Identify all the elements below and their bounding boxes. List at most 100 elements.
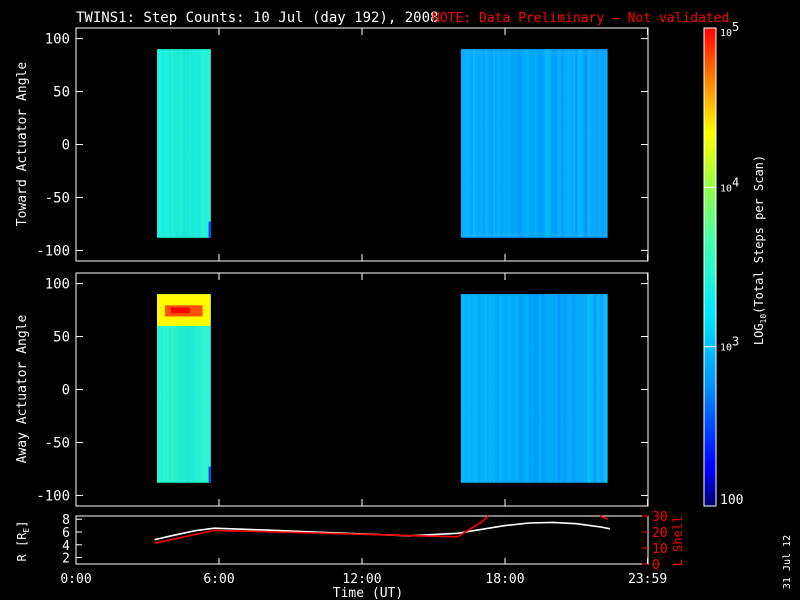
heatmap-row-shade xyxy=(460,419,608,431)
r-tick-label: 8 xyxy=(62,513,70,528)
r-series-line xyxy=(154,521,611,541)
x-tick-label: 12:00 xyxy=(342,572,381,587)
colorbar-tick-base: 10 xyxy=(720,343,732,354)
heatmap-row-shade xyxy=(157,461,211,473)
heatmap-row-shade xyxy=(460,174,608,186)
colorbar-tick-exp: 3 xyxy=(732,335,739,349)
heatmap-row-shade xyxy=(157,346,211,358)
time-axis-label: Time (UT) xyxy=(333,586,403,600)
colorbar-tick-exp: 5 xyxy=(732,20,739,34)
heatmap-row-shade xyxy=(460,357,608,368)
x-tick-label: 18:00 xyxy=(485,572,524,587)
colorbar-label-rest: (Total Steps per Scan) xyxy=(752,155,766,314)
plot-title: TWINS1: Step Counts: 10 Jul (day 192), 2… xyxy=(76,10,438,26)
lshell-tick-label: 0 xyxy=(652,558,660,573)
r-axis-label: R [RE] xyxy=(15,521,31,562)
heatmap-edge-mark xyxy=(208,466,211,483)
heatmap-row-shade xyxy=(157,325,211,337)
y-tick-label: -100 xyxy=(36,243,70,259)
heatmap-row-shade xyxy=(460,112,608,123)
heatmap-row-shade xyxy=(460,430,608,441)
y-tick-label: 0 xyxy=(62,138,70,154)
r-label-base: R [R xyxy=(15,532,29,562)
heatmap-row-shade xyxy=(460,59,608,71)
colorbar-label-sub: 10 xyxy=(759,314,768,324)
heatmap-row-shade xyxy=(460,472,608,483)
heatmap-row-shade xyxy=(460,91,608,102)
heatmap-row-shade xyxy=(157,101,211,113)
y-tick-label: 50 xyxy=(53,330,70,346)
heatmap-row-shade xyxy=(157,216,211,228)
heatmap-row-shade xyxy=(460,70,608,81)
r-tick-label: 2 xyxy=(62,552,70,567)
y-tick-label: 100 xyxy=(45,277,70,293)
heatmap-row-shade xyxy=(460,185,608,196)
y-tick-label: -50 xyxy=(45,190,70,206)
heatmap-row-shade xyxy=(460,132,608,144)
heatmap-row-shade xyxy=(157,143,211,154)
heatmap-row-shade xyxy=(157,206,211,217)
heatmap-row-shade xyxy=(157,112,211,123)
away-ylabel: Away Actuator Angle xyxy=(15,314,30,463)
colorbar-tick-label: 104 xyxy=(720,175,739,194)
lshell-tick-label: 20 xyxy=(652,526,668,541)
heatmap-row-shade xyxy=(157,49,211,60)
toward-ylabel: Toward Actuator Angle xyxy=(15,62,30,227)
heatmap-row-shade xyxy=(460,122,608,133)
lshell-tick-label: 30 xyxy=(652,510,668,525)
x-tick-label: 0:00 xyxy=(60,572,91,587)
colorbar-tick-label: 100 xyxy=(720,493,743,508)
heatmap-row-shade xyxy=(157,388,211,399)
heatmap-row-shade xyxy=(157,472,211,483)
heatmap-row-shade xyxy=(460,80,608,92)
heatmap-row-shade xyxy=(157,164,211,175)
heatmap-row-shade xyxy=(157,185,211,196)
colorbar-tick-exp: 4 xyxy=(732,175,739,189)
heatmap-row-shade xyxy=(157,227,211,238)
lshell-tick-label: 10 xyxy=(652,542,668,557)
heatmap-row-shade xyxy=(157,409,211,420)
preliminary-note: NOTE: Data Preliminary – Not validated xyxy=(432,11,729,26)
x-tick-label: 23:59 xyxy=(628,572,667,587)
heatmap-row-shade xyxy=(460,451,608,462)
heatmap-row-shade xyxy=(157,122,211,133)
heatmap-row-shade xyxy=(460,325,608,337)
r-tick-label: 6 xyxy=(62,526,70,541)
heatmap-row-shade xyxy=(157,419,211,431)
y-tick-label: -50 xyxy=(45,435,70,451)
heatmap-band-peak xyxy=(171,307,190,314)
r-tick-label: 4 xyxy=(62,539,70,554)
r-label-end: ] xyxy=(15,521,29,528)
y-tick-label: 0 xyxy=(62,383,70,399)
heatmap-edge-mark xyxy=(208,221,211,238)
colorbar-tick-label: 103 xyxy=(720,335,739,354)
heatmap-row-shade xyxy=(460,216,608,228)
heatmap-row-shade xyxy=(460,206,608,217)
heatmap-row-shade xyxy=(460,49,608,60)
heatmap-row-shade xyxy=(157,377,211,389)
y-tick-label: 50 xyxy=(53,85,70,101)
heatmap-row-shade xyxy=(460,315,608,326)
lshell-series-line xyxy=(599,515,608,520)
heatmap-row-shade xyxy=(157,430,211,441)
heatmap-row-shade xyxy=(157,70,211,81)
heatmap-row-shade xyxy=(157,195,211,207)
heatmap-row-shade xyxy=(157,440,211,452)
heatmap-row-shade xyxy=(460,388,608,399)
heatmap-row-shade xyxy=(460,227,608,238)
colorbar-label: LOG10(Total Steps per Scan) xyxy=(752,155,768,345)
r-label-sub: E xyxy=(22,528,31,533)
colorbar-gradient xyxy=(703,27,717,507)
heatmap-row-shade xyxy=(157,336,211,347)
heatmap-row-shade xyxy=(460,461,608,473)
heatmap-row-shade xyxy=(460,367,608,378)
heatmap-row-shade xyxy=(157,59,211,71)
heatmap-row-shade xyxy=(460,164,608,175)
toward-actuator-panel: Toward Actuator Angle 100 50 0 -50 -100 xyxy=(15,27,649,262)
time-axis: Time (UT) 0:00 6:00 12:00 18:00 23:59 xyxy=(60,572,667,600)
x-tick-label: 6:00 xyxy=(203,572,234,587)
heatmap-row-shade xyxy=(157,153,211,165)
heatmap-row-shade xyxy=(157,80,211,92)
